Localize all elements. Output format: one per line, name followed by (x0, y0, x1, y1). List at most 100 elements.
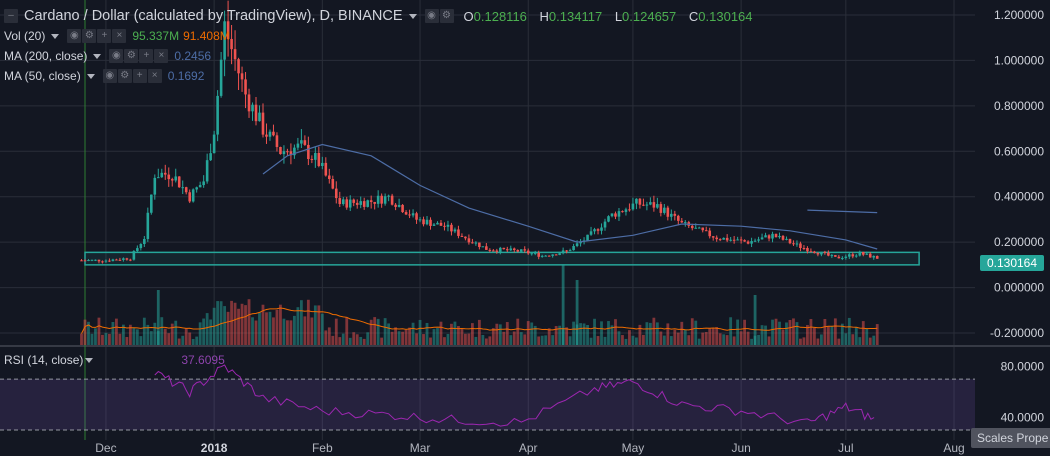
candle-body (111, 259, 115, 262)
candle-body (443, 225, 446, 227)
candle-body (373, 201, 376, 204)
candle-body (781, 235, 785, 240)
volume-bar (418, 319, 422, 345)
volume-bar (310, 317, 314, 345)
candle-body (865, 253, 869, 255)
plus-icon[interactable]: + (132, 69, 147, 83)
volume-bar (177, 338, 181, 345)
candle-body (258, 112, 261, 122)
ma200-label[interactable]: MA (200, close) (4, 49, 88, 63)
plus-icon[interactable]: + (139, 49, 154, 63)
candle-body (307, 144, 310, 160)
volume-bar (429, 337, 432, 345)
candle-body (757, 239, 760, 241)
candle-body (600, 227, 603, 231)
chevron-down-icon[interactable] (86, 73, 95, 79)
candle-body (802, 248, 806, 250)
candle-body (471, 242, 474, 244)
candle-body (83, 260, 87, 262)
volume-bar (244, 305, 247, 345)
candle-body (279, 146, 282, 155)
volume-bar (87, 321, 90, 345)
volume-bar (802, 337, 806, 345)
volume-bar (781, 329, 785, 345)
volume-bar (324, 330, 328, 345)
volume-bar (470, 323, 474, 345)
volume-bar (184, 328, 188, 345)
candle-body (383, 196, 387, 204)
volume-bar (631, 335, 635, 345)
volume-bar (167, 333, 171, 345)
gear-icon[interactable]: ⚙ (117, 69, 132, 83)
volume-bar (840, 323, 844, 345)
volume-bar (198, 322, 202, 345)
volume-bar (757, 334, 760, 345)
volume-bar (579, 323, 582, 345)
symbol-title[interactable]: Cardano / Dollar (calculated by TradingV… (24, 8, 403, 24)
ma50-label[interactable]: MA (50, close) (4, 69, 81, 83)
volume-bar (774, 318, 778, 345)
volume-bar (188, 332, 192, 345)
vol-value: 95.337M (132, 29, 180, 43)
candle-body (512, 248, 516, 251)
volume-bar (708, 328, 712, 345)
rsi-label[interactable]: RSI (14, close) (4, 353, 84, 367)
volume-bar (484, 338, 488, 345)
eye-icon[interactable]: ◉ (109, 49, 124, 63)
volume-bar (296, 307, 300, 345)
candle-body (690, 225, 694, 229)
volume-bar (561, 265, 565, 345)
volume-bar (299, 300, 303, 345)
volume-bar (261, 304, 265, 345)
volume-bar (544, 335, 548, 345)
gear-icon[interactable]: ⚙ (439, 9, 454, 23)
volume-bar (526, 321, 530, 345)
close-icon[interactable]: × (154, 49, 169, 63)
candle-body (251, 104, 254, 112)
volume-bar (139, 336, 143, 345)
candle-body (694, 227, 698, 229)
candle-body (656, 204, 659, 208)
eye-icon[interactable]: ◉ (102, 69, 117, 83)
candle-body (139, 243, 143, 249)
candle-body (261, 112, 265, 135)
vol-label[interactable]: Vol (20) (4, 29, 46, 43)
volume-bar (565, 327, 569, 345)
chevron-down-icon[interactable] (93, 53, 102, 59)
plus-icon[interactable]: + (97, 29, 112, 43)
volume-bar (404, 329, 408, 345)
chevron-down-icon[interactable] (51, 33, 60, 39)
candle-body (537, 252, 540, 257)
candle-body (844, 256, 848, 258)
chevron-down-icon[interactable] (408, 13, 417, 19)
volume-bar (467, 333, 471, 345)
candle-body (170, 179, 174, 181)
candle-body (401, 204, 404, 213)
volume-bar (334, 318, 338, 345)
volume-bar (422, 334, 425, 345)
candle-body (415, 213, 418, 220)
candle-body (875, 255, 879, 259)
candle-body (355, 202, 359, 205)
support-zone-rect (84, 251, 920, 266)
eye-icon[interactable]: ◉ (67, 29, 82, 43)
candle-body (624, 209, 628, 212)
candle-body (683, 222, 687, 224)
candle-body (328, 175, 331, 179)
collapse-icon[interactable]: – (4, 9, 18, 23)
close-icon[interactable]: × (147, 69, 162, 83)
chevron-down-icon[interactable] (85, 357, 94, 363)
candle-body (868, 253, 872, 258)
gear-icon[interactable]: ⚙ (124, 49, 139, 63)
volume-bar (233, 302, 237, 345)
scales-properties-button[interactable]: Scales Prope (971, 428, 1050, 448)
close-icon[interactable]: × (112, 29, 127, 43)
volume-bar (746, 331, 750, 345)
gear-icon[interactable]: ⚙ (82, 29, 97, 43)
volume-bar (338, 337, 342, 345)
y-tick-label: 0.400000 (994, 190, 1044, 204)
volume-bar (121, 324, 125, 345)
eye-icon[interactable]: ◉ (424, 9, 439, 23)
volume-bar (202, 318, 206, 345)
